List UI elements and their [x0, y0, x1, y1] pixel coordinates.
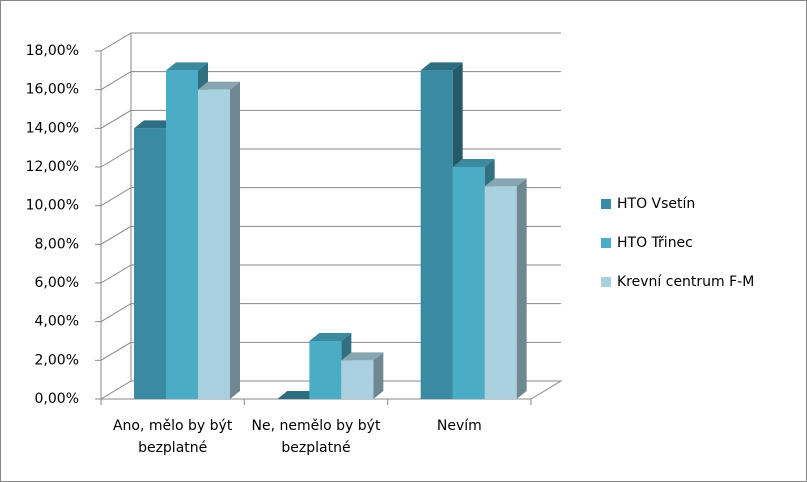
bar-top	[277, 391, 320, 399]
grid-line	[100, 148, 561, 168]
y-tick-label: 12,00%	[26, 159, 79, 175]
bar-top	[309, 333, 352, 341]
legend-swatch	[601, 199, 611, 209]
bar	[166, 70, 198, 399]
bar-side	[373, 352, 384, 399]
bar	[198, 89, 230, 400]
y-tick-label: 4,00%	[35, 314, 79, 330]
y-tick-label: 8,00%	[35, 236, 79, 252]
y-tick-label: 14,00%	[26, 120, 79, 136]
legend-swatch	[601, 238, 611, 248]
grid-line	[100, 341, 561, 361]
legend-label: Krevní centrum F-M	[617, 274, 754, 290]
y-tick-label: 10,00%	[26, 198, 79, 214]
legend-label: HTO Vsetín	[617, 196, 695, 212]
grid-line	[100, 109, 561, 129]
bar-top	[420, 62, 463, 71]
grid-line	[100, 303, 561, 323]
y-tick-label: 0,00%	[35, 391, 79, 407]
legend-label: HTO Třinec	[617, 235, 693, 251]
bar	[484, 186, 517, 399]
bar-top	[198, 81, 240, 90]
bar	[341, 360, 374, 399]
grid-line	[100, 71, 561, 91]
bar-top	[484, 178, 527, 187]
bar	[309, 341, 342, 399]
legend-swatch	[601, 277, 611, 287]
grid-line	[100, 264, 561, 284]
x-tick-label: Nevím	[436, 418, 482, 434]
grid-line	[100, 187, 561, 207]
bar	[452, 167, 485, 399]
y-tick-label: 6,00%	[35, 275, 79, 291]
y-tick-label: 16,00%	[26, 82, 79, 98]
bar	[420, 70, 453, 399]
bar-top	[166, 62, 208, 71]
grid-line	[100, 225, 561, 245]
grid-line	[100, 32, 561, 52]
x-tick-label: Ano, mělo by být bezplatné	[112, 418, 233, 456]
bar-side	[230, 81, 240, 400]
bar-top	[341, 352, 384, 361]
x-tick-label: Ne, nemělo by být bezplatné	[251, 418, 381, 456]
bar-side	[516, 178, 527, 399]
y-tick-label: 2,00%	[35, 352, 79, 368]
bar-top	[134, 120, 176, 129]
y-tick-label: 18,00%	[26, 43, 79, 59]
bar	[134, 128, 166, 399]
bar-top	[452, 159, 495, 167]
